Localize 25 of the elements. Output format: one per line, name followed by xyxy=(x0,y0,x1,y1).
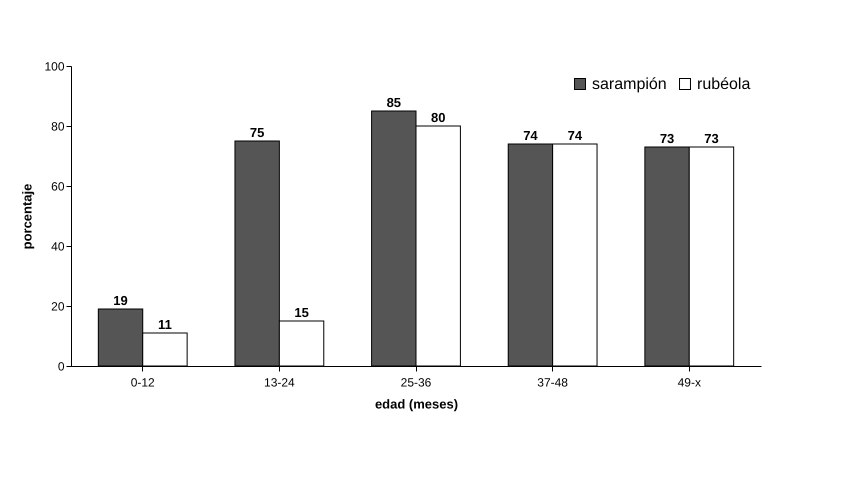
data-label: 73 xyxy=(660,131,674,146)
y-tick-label: 80 xyxy=(51,120,65,134)
x-axis-title: edad (meses) xyxy=(374,396,458,412)
y-tick-label: 40 xyxy=(51,240,65,254)
legend-label: sarampión xyxy=(592,76,667,93)
data-label: 74 xyxy=(568,128,583,143)
data-label: 74 xyxy=(523,128,538,143)
data-label: 85 xyxy=(386,95,402,110)
data-label: 15 xyxy=(294,305,309,320)
y-tick-label: 100 xyxy=(44,60,65,74)
legend-label: rubéola xyxy=(697,76,750,93)
y-tick-label: 20 xyxy=(51,300,65,314)
data-label: 11 xyxy=(158,317,172,332)
y-tick-label: 60 xyxy=(51,180,65,194)
x-tick-label: 25-36 xyxy=(400,376,432,390)
x-tick-label: 13-24 xyxy=(264,376,296,390)
x-tick-label: 37-48 xyxy=(537,376,568,390)
data-label: 73 xyxy=(704,131,719,146)
x-tick-label: 0-12 xyxy=(130,376,156,390)
data-label: 80 xyxy=(430,110,446,125)
x-tick-label: 49-x xyxy=(678,376,701,390)
data-label: 75 xyxy=(250,125,264,140)
data-label: 19 xyxy=(113,293,128,308)
y-axis-title: porcentaje xyxy=(19,184,34,250)
y-tick-label: 0 xyxy=(58,360,65,374)
